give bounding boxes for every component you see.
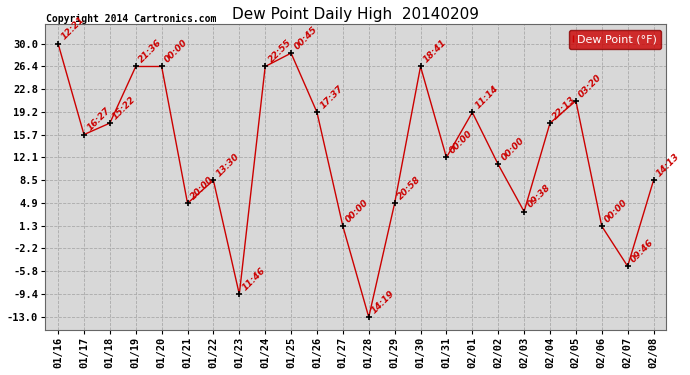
Text: 22:55: 22:55 xyxy=(266,38,293,64)
Point xyxy=(622,263,633,269)
Text: 20:58: 20:58 xyxy=(396,175,422,201)
Point xyxy=(389,200,400,206)
Text: 09:38: 09:38 xyxy=(525,183,552,210)
Text: 11:14: 11:14 xyxy=(473,84,500,110)
Text: 14:13: 14:13 xyxy=(655,152,682,178)
Text: 00:00: 00:00 xyxy=(500,136,526,162)
Point xyxy=(571,98,582,104)
Text: 00:00: 00:00 xyxy=(603,198,630,224)
Point xyxy=(519,209,530,214)
Point xyxy=(259,63,270,69)
Text: 12:21: 12:21 xyxy=(59,15,86,42)
Text: 15:22: 15:22 xyxy=(111,94,138,121)
Point xyxy=(596,223,607,229)
Point xyxy=(337,223,348,229)
Text: 17:37: 17:37 xyxy=(318,84,345,110)
Text: 14:19: 14:19 xyxy=(370,289,397,315)
Point xyxy=(52,40,63,46)
Point xyxy=(441,154,452,160)
Point xyxy=(104,120,115,126)
Text: 18:41: 18:41 xyxy=(422,38,448,64)
Point xyxy=(544,120,555,126)
Point xyxy=(208,177,219,183)
Point xyxy=(182,200,193,206)
Text: 00:00: 00:00 xyxy=(448,129,474,156)
Text: 20:00: 20:00 xyxy=(189,175,215,201)
Point xyxy=(467,109,478,115)
Text: Copyright 2014 Cartronics.com: Copyright 2014 Cartronics.com xyxy=(46,14,216,24)
Text: 00:45: 00:45 xyxy=(293,25,319,51)
Text: 09:46: 09:46 xyxy=(629,238,655,264)
Text: 03:20: 03:20 xyxy=(577,72,604,99)
Text: 00:00: 00:00 xyxy=(344,198,371,224)
Text: 13:30: 13:30 xyxy=(215,152,242,178)
Point xyxy=(234,291,245,297)
Point xyxy=(311,109,322,115)
Point xyxy=(130,63,141,69)
Point xyxy=(493,162,504,168)
Title: Dew Point Daily High  20140209: Dew Point Daily High 20140209 xyxy=(233,7,480,22)
Text: 16:27: 16:27 xyxy=(86,106,112,133)
Point xyxy=(648,177,659,183)
Text: 22:13: 22:13 xyxy=(551,94,578,121)
Text: 21:36: 21:36 xyxy=(137,38,164,64)
Point xyxy=(363,314,374,320)
Point xyxy=(286,50,297,56)
Point xyxy=(156,63,167,69)
Point xyxy=(79,132,90,138)
Text: 00:00: 00:00 xyxy=(163,38,190,64)
Text: 11:46: 11:46 xyxy=(241,266,267,292)
Point xyxy=(415,63,426,69)
Legend: Dew Point (°F): Dew Point (°F) xyxy=(569,30,661,49)
